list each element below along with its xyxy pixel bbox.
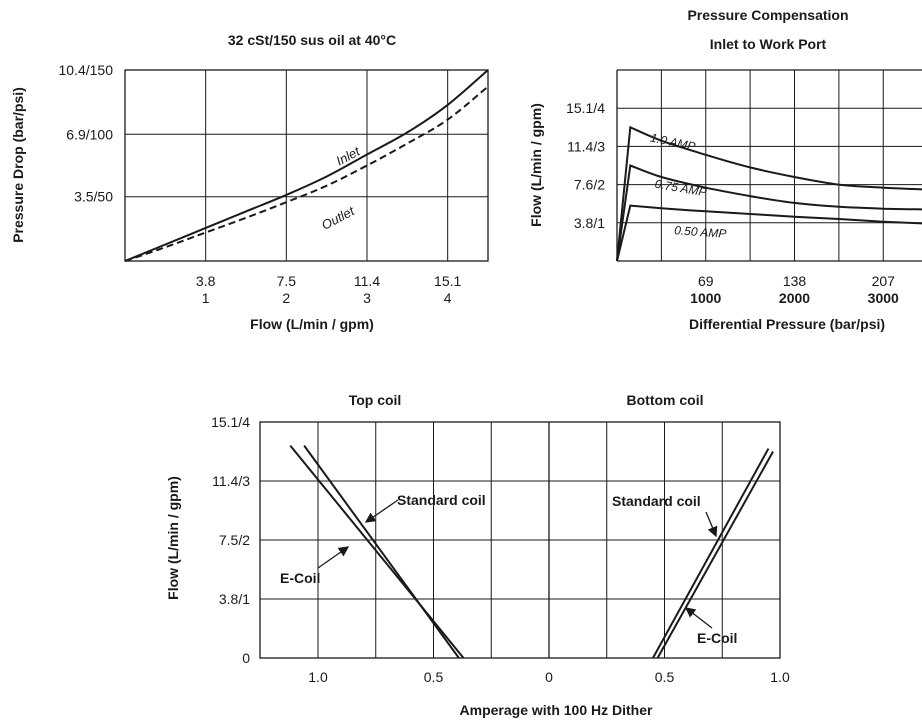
chart3-y-tick-label: 0 (242, 650, 250, 666)
bottom-e-coil-line (652, 448, 770, 659)
chart1-y-tick-label: 6.9/100 (66, 126, 113, 142)
amp-label-1-0: 1.0 AMP (649, 131, 696, 154)
chart2-y-tick-label: 15.1/4 (566, 100, 605, 116)
amp-0-75-curve (616, 164, 922, 262)
chart2-x-tick-label: 69 (698, 273, 714, 289)
top-coil-title: Top coil (349, 392, 402, 408)
chart3-y-tick-label: 3.8/1 (219, 591, 250, 607)
pressure-compensation-chart: Pressure Compensation Inlet to Work Port… (528, 7, 922, 332)
chart1-frame (124, 69, 489, 262)
inlet-curve (124, 69, 489, 262)
bottom-standard-coil-line (656, 451, 774, 659)
chart3-x-ticks: 1.0 0.5 0 0.5 1.0 (308, 669, 790, 685)
outlet-label: Outlet (319, 203, 358, 233)
chart2-y-tick-label: 3.8/1 (574, 215, 605, 231)
chart1-x-tick-label: 3 (363, 290, 371, 306)
chart1-title: 32 cSt/150 sus oil at 40°C (228, 32, 396, 48)
bottom-standard-coil-label: Standard coil (612, 493, 701, 509)
chart1-x-ticks: 3.81 7.52 11.43 15.14 (196, 273, 462, 306)
chart2-x-tick-label: 2000 (779, 290, 810, 306)
chart3-grid (259, 421, 781, 659)
outlet-curve (124, 85, 489, 262)
chart1-series (124, 69, 489, 262)
bottom-e-coil-label: E-Coil (697, 630, 737, 646)
chart3-y-axis-label: Flow (L/min / gpm) (165, 476, 181, 600)
chart3-x-tick-label: 0.5 (655, 669, 675, 685)
chart1-x-tick-label: 4 (444, 290, 452, 306)
chart1-x-tick-label: 2 (282, 290, 290, 306)
chart3-x-tick-label: 1.0 (770, 669, 790, 685)
pressure-drop-chart: 32 cSt/150 sus oil at 40°C 3.5/50 6.9/100… (10, 32, 489, 332)
amp-label-0-50: 0.50 AMP (674, 223, 727, 241)
top-standard-coil-label: Standard coil (397, 492, 486, 508)
chart2-title-line1: Pressure Compensation (687, 7, 848, 23)
chart1-x-tick-label: 15.1 (434, 273, 461, 289)
chart2-series (616, 125, 922, 262)
chart2-x-tick-label: 138 (783, 273, 807, 289)
top-standard-coil-line (303, 445, 460, 659)
bottom-e-coil-arrow (684, 607, 713, 629)
chart1-y-tick-label: 3.5/50 (74, 189, 113, 205)
chart2-x-axis-label: Differential Pressure (bar/psi) (689, 316, 885, 332)
chart3-y-tick-label: 11.4/3 (212, 473, 250, 489)
top-standard-coil-arrow (364, 499, 399, 523)
chart3-x-tick-label: 1.0 (308, 669, 328, 685)
amp-0-50-curve (616, 204, 922, 262)
chart3-x-axis-label: Amperage with 100 Hz Dither (460, 702, 653, 718)
chart2-y-ticks: 3.8/1 7.6/2 11.4/3 15.1/4 (566, 100, 605, 231)
chart1-x-axis-label: Flow (L/min / gpm) (250, 316, 374, 332)
chart1-grid (124, 69, 489, 262)
bottom-standard-coil-arrow (705, 511, 718, 538)
chart3-x-tick-label: 0 (545, 669, 553, 685)
chart3-y-tick-label: 7.5/2 (219, 532, 250, 548)
chart1-x-tick-label: 3.8 (196, 273, 216, 289)
chart3-series (289, 444, 774, 659)
chart1-y-ticks: 3.5/50 6.9/100 10.4/150 (59, 62, 114, 205)
amperage-flow-chart: Top coil Bottom coil 0 3.8/1 7.5/2 11.4/3 15… (165, 392, 790, 718)
bottom-coil-title: Bottom coil (627, 392, 704, 408)
chart3-y-ticks: 0 3.8/1 7.5/2 11.4/3 15.1/4 (211, 414, 250, 666)
chart2-y-axis-label: Flow (L/min / gpm) (528, 103, 544, 227)
chart1-x-tick-label: 1 (202, 290, 210, 306)
chart1-x-tick-label: 11.4 (354, 273, 380, 289)
chart2-title-line2: Inlet to Work Port (710, 36, 827, 52)
chart2-x-tick-label: 207 (872, 273, 896, 289)
chart2-x-tick-label: 1000 (690, 290, 721, 306)
top-e-coil-arrow (317, 546, 350, 569)
top-e-coil-line (289, 444, 465, 659)
chart2-y-tick-label: 7.6/2 (574, 177, 605, 193)
chart2-y-tick-label: 11.4/3 (567, 138, 605, 154)
chart1-y-tick-label: 10.4/150 (59, 62, 114, 78)
chart1-x-tick-label: 7.5 (277, 273, 297, 289)
chart3-x-tick-label: 0.5 (424, 669, 444, 685)
top-e-coil-label: E-Coil (280, 570, 320, 586)
chart1-y-axis-label: Pressure Drop (bar/psi) (10, 87, 26, 243)
chart2-x-tick-label: 3000 (868, 290, 899, 306)
amp-1-0-curve (616, 125, 922, 262)
chart3-y-tick-label: 15.1/4 (211, 414, 250, 430)
chart2-grid (616, 69, 922, 262)
